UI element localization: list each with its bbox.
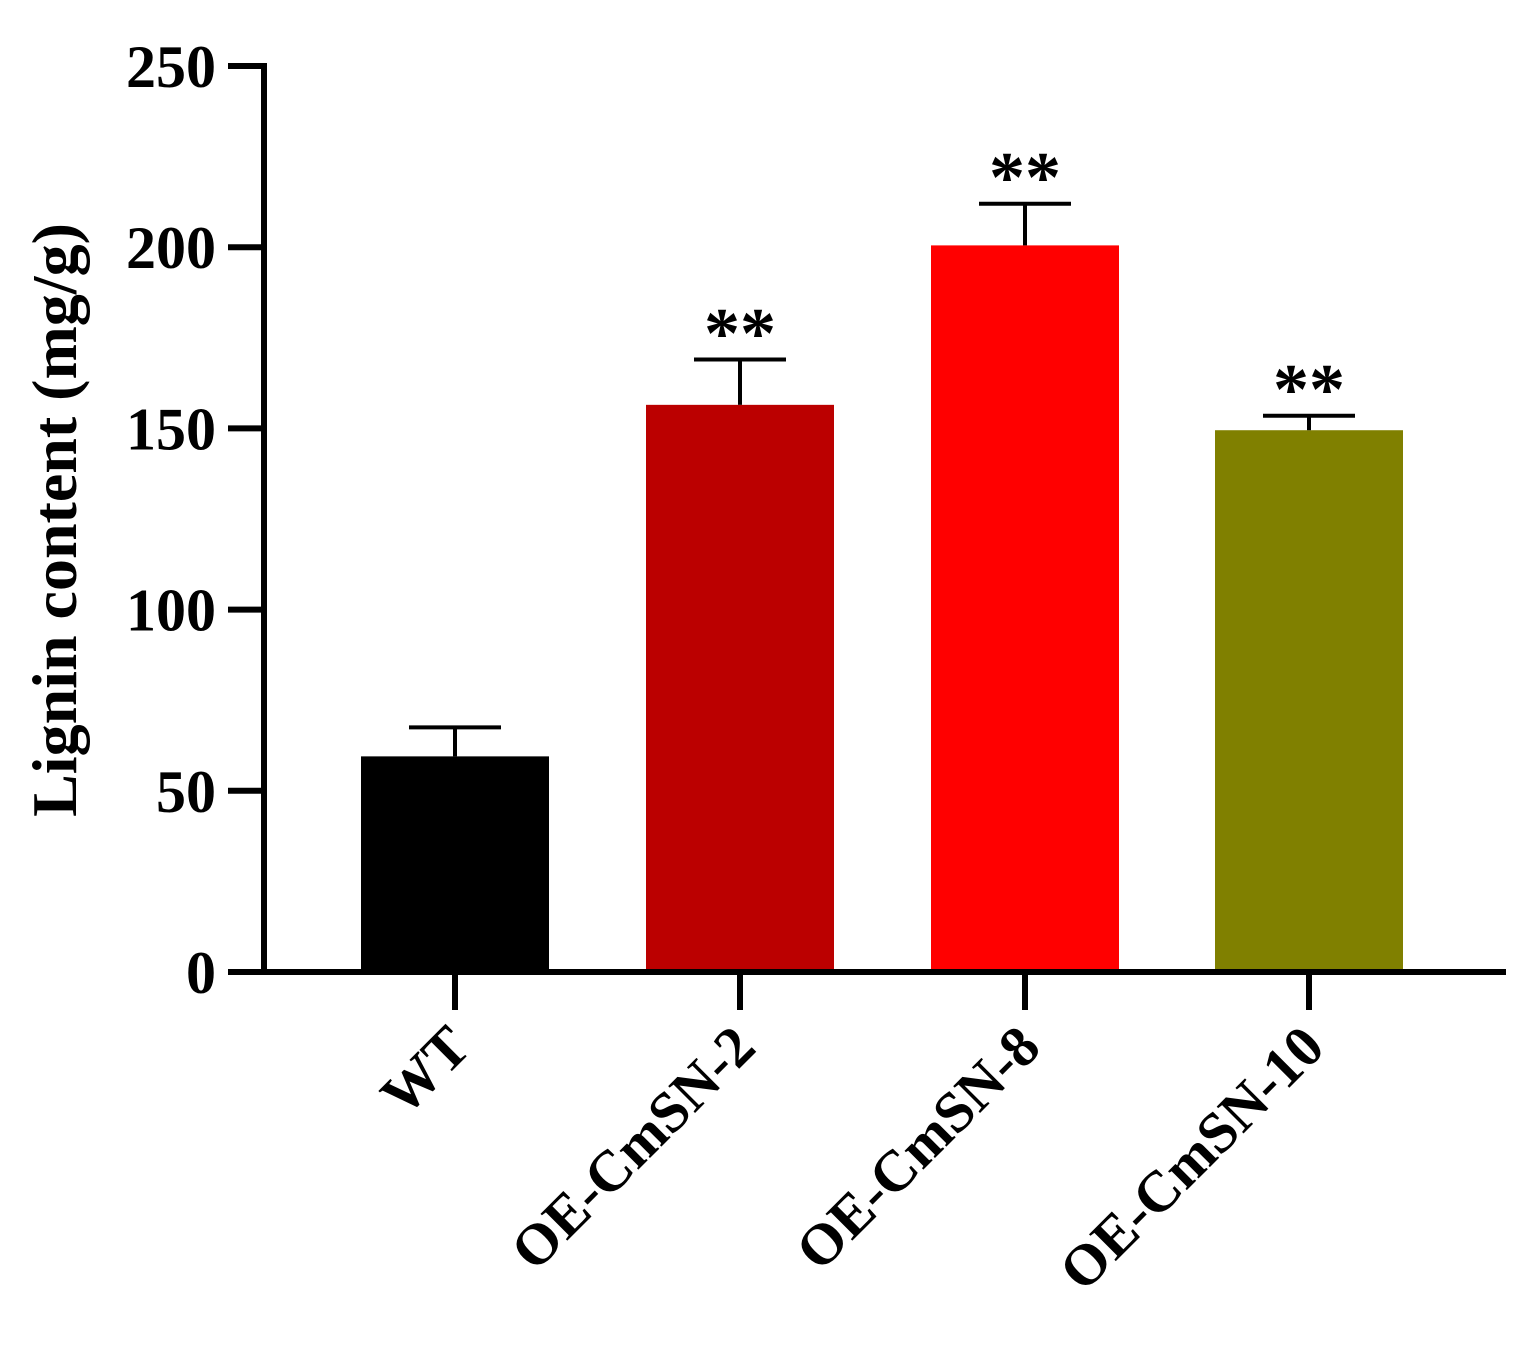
bar-wt — [361, 756, 549, 972]
y-tick-label: 150 — [126, 396, 216, 462]
y-tick-label: 100 — [126, 578, 216, 644]
x-tick-label-oe-cmsn-2: OE-CmSN-2 — [498, 1013, 767, 1282]
bar-oe-cmsn-10 — [1215, 430, 1403, 972]
significance-marker: ** — [704, 294, 776, 374]
y-tick-label: 50 — [156, 759, 216, 825]
x-tick-label-oe-cmsn-10: OE-CmSN-10 — [1046, 1013, 1336, 1303]
x-tick-label-oe-cmsn-8: OE-CmSN-8 — [783, 1013, 1052, 1282]
bar-oe-cmsn-2 — [646, 404, 834, 972]
y-axis-label: Lignin content (mg/g) — [19, 223, 90, 817]
significance-marker: ** — [989, 138, 1061, 218]
bar-oe-cmsn-8 — [931, 245, 1119, 972]
y-tick-label: 0 — [186, 940, 216, 1006]
y-tick-label: 250 — [126, 34, 216, 100]
y-tick-label: 200 — [126, 215, 216, 281]
x-tick-label-wt: WT — [368, 1013, 482, 1127]
significance-marker: ** — [1273, 350, 1345, 430]
